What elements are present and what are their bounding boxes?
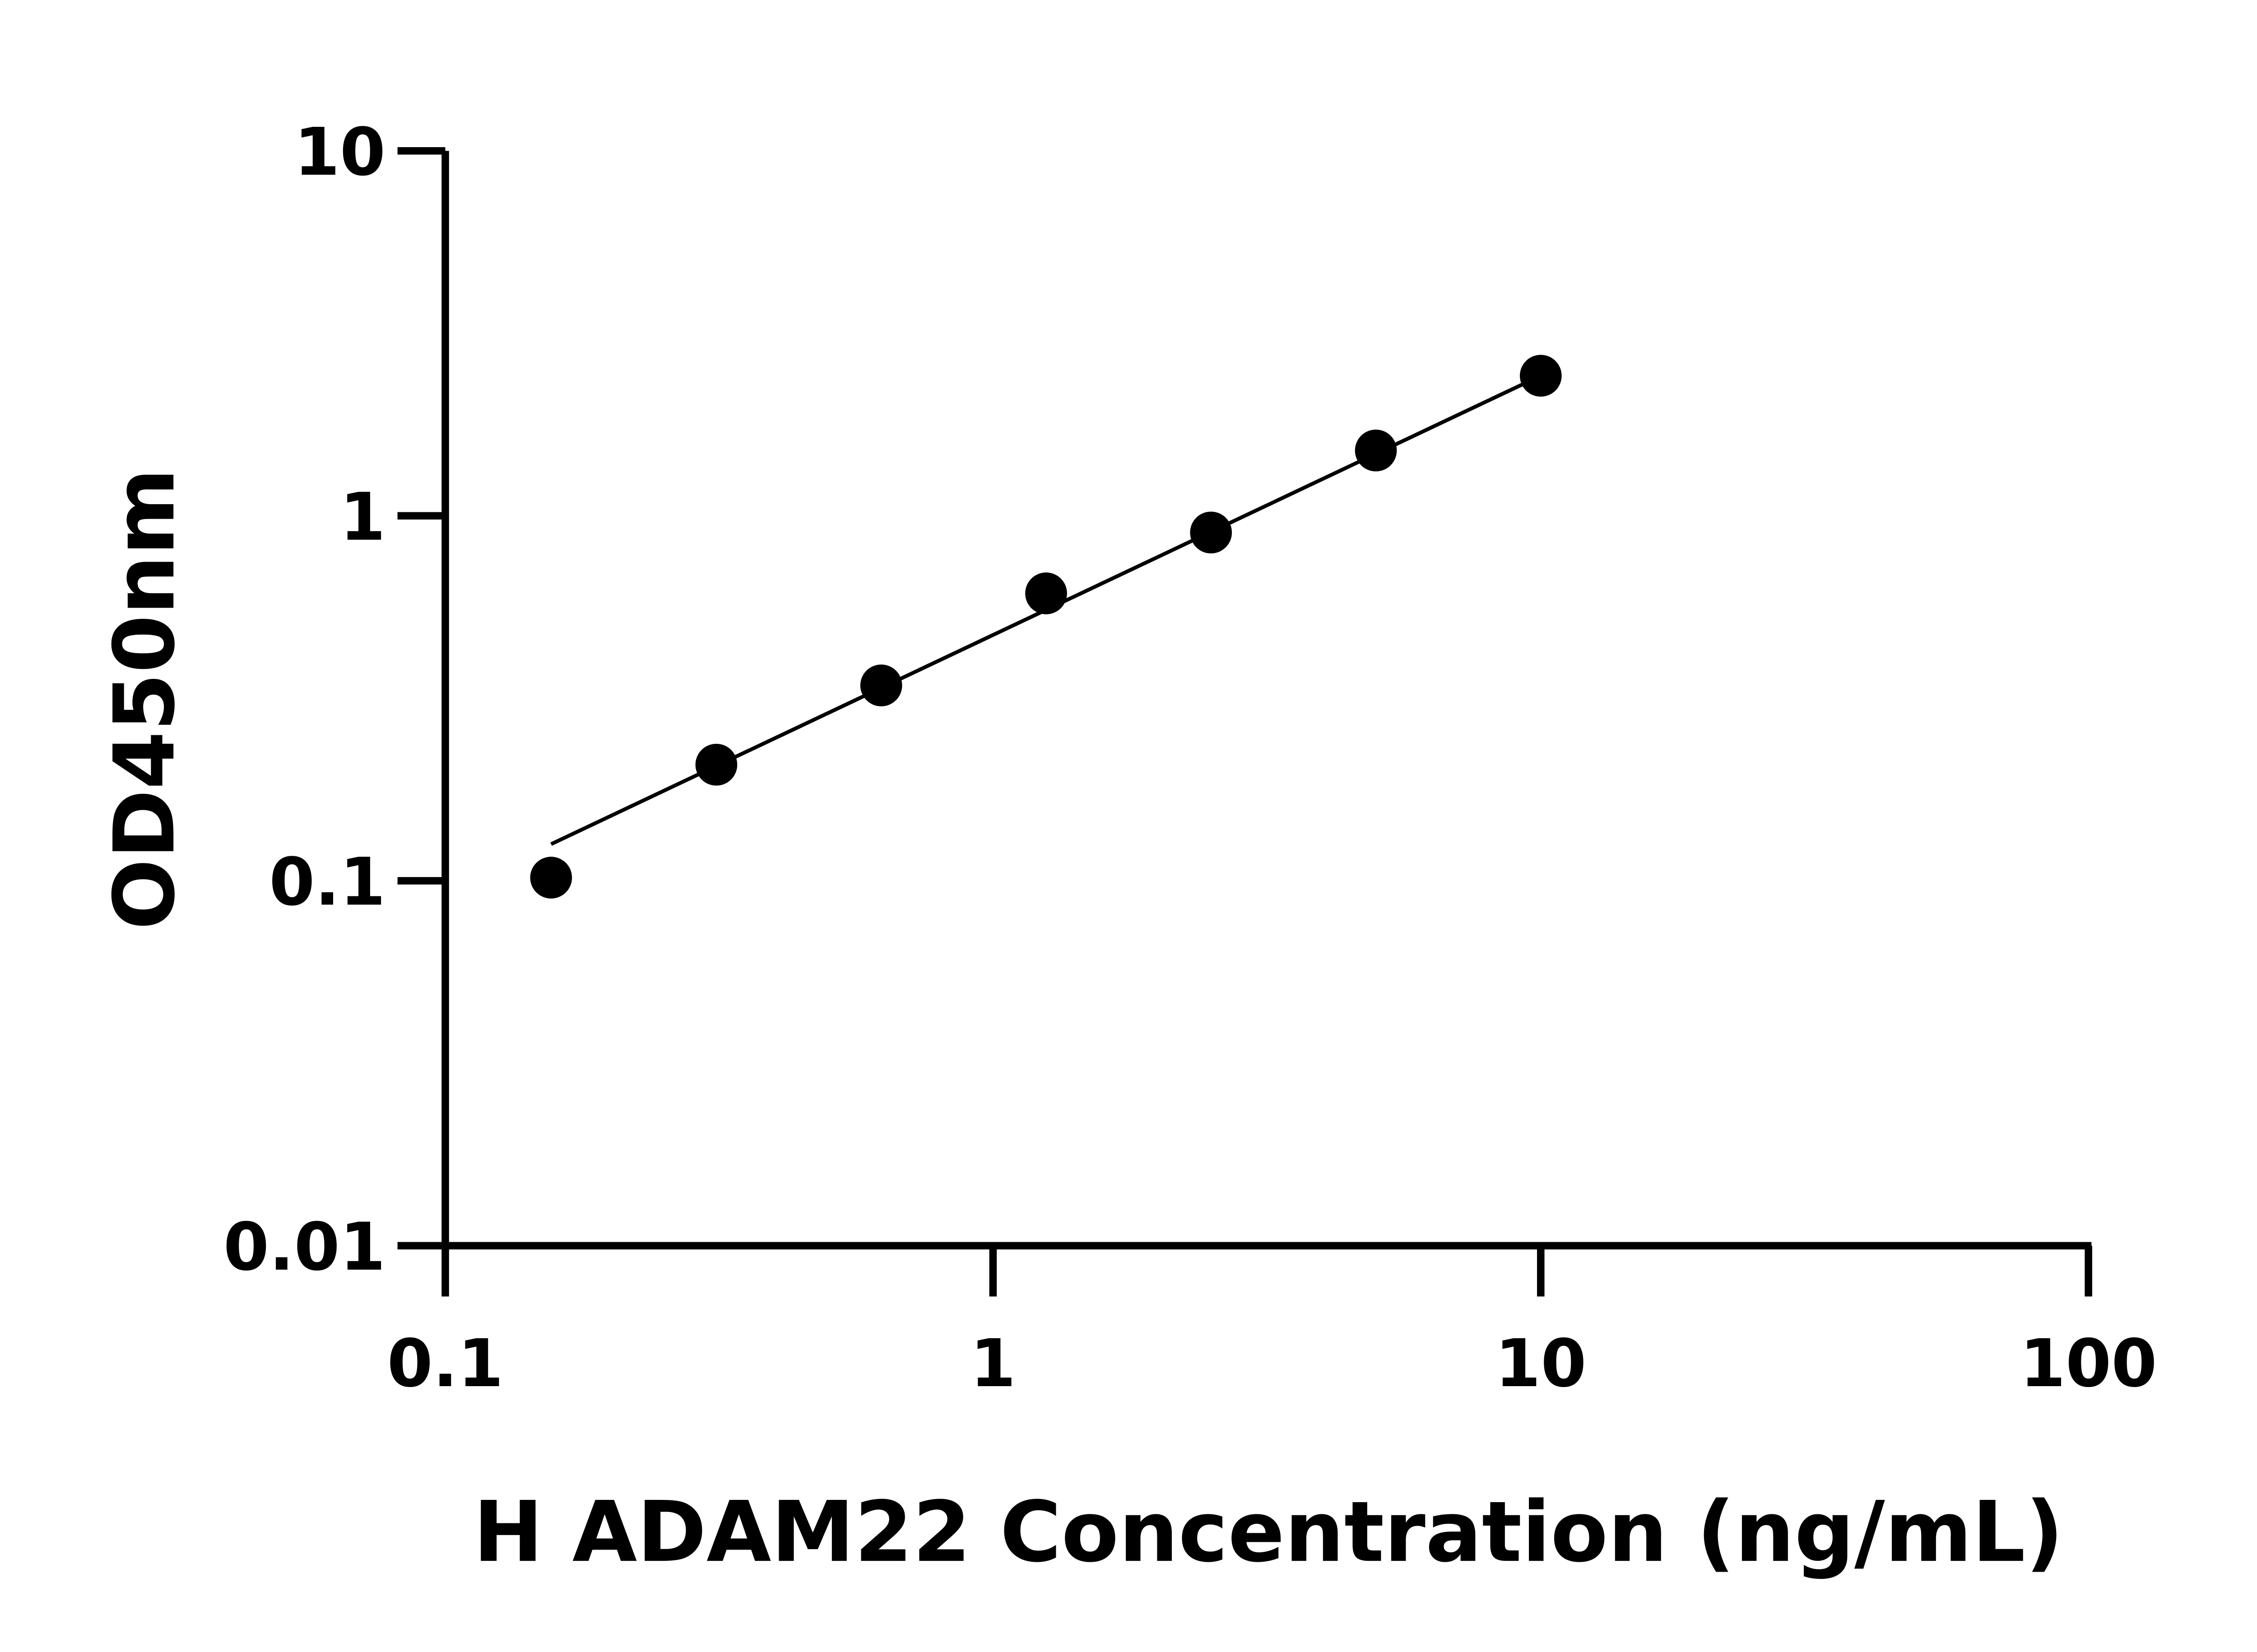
data-point [1519,355,1562,397]
y-tick-label: 1 [340,479,385,556]
y-ticks: 0.01 0.1 1 10 [223,114,446,1285]
x-tick-label: 10 [1495,1326,1587,1402]
data-points [530,355,1562,899]
data-point [1025,572,1067,614]
data-point [530,857,572,899]
data-point [860,664,902,706]
data-point [1190,511,1232,554]
y-tick-label: 0.1 [269,844,385,920]
y-tick-label: 10 [294,114,386,190]
x-tick-label: 0.1 [387,1326,504,1402]
data-point [695,743,738,786]
x-axis-title: H ADAM22 Concentration (ng/mL) [473,1483,2063,1581]
x-ticks: 0.1 1 10 100 [387,1245,2157,1402]
y-axis-title: OD450nm [96,468,193,930]
x-tick-label: 100 [2020,1326,2157,1402]
x-tick-label: 1 [970,1326,1016,1402]
data-point [1355,429,1397,472]
y-tick-label: 0.01 [223,1209,385,1285]
